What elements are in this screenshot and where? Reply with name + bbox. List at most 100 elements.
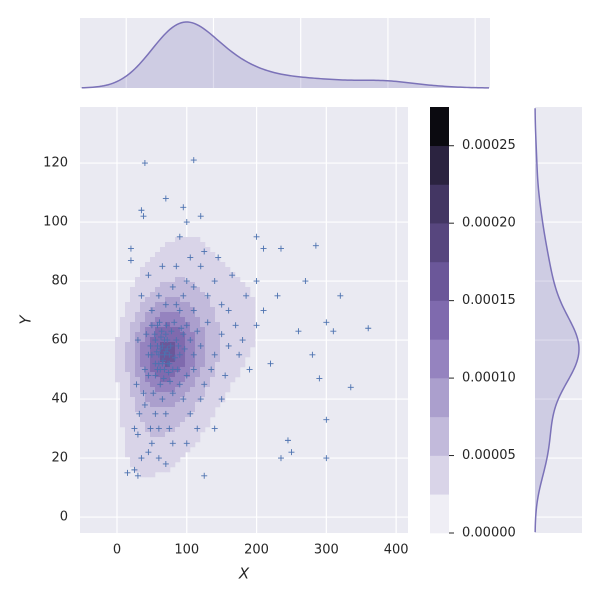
- contour-cell: [170, 362, 176, 368]
- contour-cell: [185, 252, 191, 258]
- contour-cell: [220, 362, 226, 368]
- scatter-point: [140, 213, 147, 220]
- contour-cell: [205, 357, 211, 363]
- contour-cell: [145, 342, 151, 348]
- scatter-point: [162, 348, 169, 355]
- contour-cell: [180, 412, 186, 418]
- contour-cell: [180, 337, 186, 343]
- contour-cell: [120, 417, 126, 423]
- scatter-point: [180, 396, 187, 403]
- contour-cell: [125, 422, 131, 428]
- contour-cell: [140, 432, 146, 438]
- contour-cell: [130, 357, 136, 363]
- contour-cell: [215, 322, 221, 328]
- contour-cell: [200, 342, 206, 348]
- scatter-point: [167, 378, 174, 385]
- contour-cell: [195, 292, 201, 298]
- contour-cell: [140, 332, 146, 338]
- contour-cell: [215, 362, 221, 368]
- contour-cell: [140, 277, 146, 283]
- contour-cell: [135, 442, 141, 448]
- contour-cell: [140, 377, 146, 383]
- contour-cell: [165, 242, 171, 248]
- contour-cell: [150, 297, 156, 303]
- contour-cell: [240, 342, 246, 348]
- contour-cell: [150, 317, 156, 323]
- contour-cell: [125, 417, 131, 423]
- contour-cell: [200, 272, 206, 278]
- contour-cell: [160, 412, 166, 418]
- contour-cell: [240, 307, 246, 313]
- contour-cell: [140, 452, 146, 458]
- contour-cell: [145, 382, 151, 388]
- right-marginal-fill: [535, 108, 579, 533]
- contour-cell: [155, 377, 161, 383]
- scatter-point: [197, 342, 204, 349]
- contour-cell: [180, 262, 186, 268]
- contour-cell: [205, 397, 211, 403]
- y-tick-label: 60: [51, 333, 68, 348]
- scatter-point: [194, 328, 201, 335]
- contour-cell: [240, 357, 246, 363]
- contour-cell: [135, 312, 141, 318]
- contour-cell: [155, 272, 161, 278]
- contour-cell: [175, 247, 181, 253]
- contour-cell: [215, 392, 221, 398]
- contour-cell: [130, 302, 136, 308]
- contour-cell: [155, 407, 161, 413]
- contour-cell: [200, 252, 206, 258]
- contour-cell: [140, 397, 146, 403]
- contour-cell: [165, 382, 171, 388]
- contour-cell: [130, 367, 136, 373]
- contour-cell: [210, 387, 216, 393]
- contour-cell: [185, 417, 191, 423]
- contour-cell: [185, 347, 191, 353]
- contour-cell: [200, 332, 206, 338]
- contour-cell: [175, 412, 181, 418]
- contour-cell: [220, 352, 226, 358]
- scatter-point: [187, 254, 194, 261]
- contour-cell: [120, 317, 126, 323]
- contour-cell: [150, 447, 156, 453]
- contour-cell: [205, 362, 211, 368]
- contour-cell: [190, 412, 196, 418]
- contour-cell: [150, 452, 156, 458]
- contour-cell: [175, 347, 181, 353]
- contour-cell: [160, 402, 166, 408]
- contour-cell: [175, 292, 181, 298]
- scatter-point: [225, 342, 232, 349]
- contour-cell: [210, 382, 216, 388]
- contour-cell: [225, 347, 231, 353]
- contour-cell: [170, 387, 176, 393]
- contour-cell: [140, 387, 146, 393]
- contour-cell: [160, 387, 166, 393]
- contour-cell: [175, 297, 181, 303]
- contour-cell: [160, 322, 166, 328]
- contour-cell: [200, 312, 206, 318]
- contour-cell: [115, 347, 121, 353]
- contour-cell: [170, 372, 176, 378]
- contour-cell: [175, 402, 181, 408]
- contour-cell: [225, 372, 231, 378]
- contour-cell: [160, 272, 166, 278]
- contour-cell: [185, 372, 191, 378]
- scatter-point: [253, 322, 260, 329]
- contour-cell: [195, 247, 201, 253]
- contour-cell: [170, 327, 176, 333]
- scatter-point: [187, 410, 194, 417]
- contour-cell: [120, 407, 126, 413]
- contour-cell: [205, 337, 211, 343]
- contour-cell: [215, 402, 221, 408]
- contour-cell: [120, 387, 126, 393]
- contour-cell: [180, 362, 186, 368]
- contour-cell: [135, 362, 141, 368]
- contour-cell: [210, 357, 216, 363]
- contour-cell: [155, 262, 161, 268]
- contour-cell: [160, 247, 166, 253]
- contour-cell: [150, 432, 156, 438]
- scatter-point: [218, 331, 225, 338]
- contour-cell: [165, 277, 171, 283]
- scatter-point: [152, 410, 159, 417]
- contour-cell: [200, 357, 206, 363]
- contour-cell: [145, 397, 151, 403]
